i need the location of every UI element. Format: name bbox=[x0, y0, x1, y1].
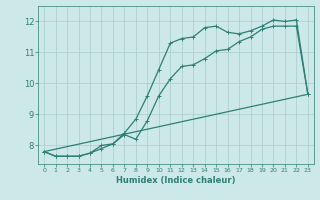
X-axis label: Humidex (Indice chaleur): Humidex (Indice chaleur) bbox=[116, 176, 236, 185]
